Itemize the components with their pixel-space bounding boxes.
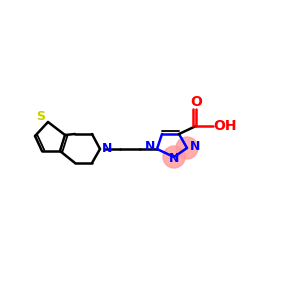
Text: N: N: [169, 152, 179, 164]
Text: OH: OH: [213, 119, 237, 133]
Text: N: N: [145, 140, 155, 152]
Text: S: S: [37, 110, 46, 124]
Circle shape: [163, 146, 185, 168]
Text: O: O: [190, 95, 202, 109]
Text: N: N: [102, 142, 112, 155]
Circle shape: [176, 137, 198, 159]
Text: N: N: [190, 140, 200, 154]
